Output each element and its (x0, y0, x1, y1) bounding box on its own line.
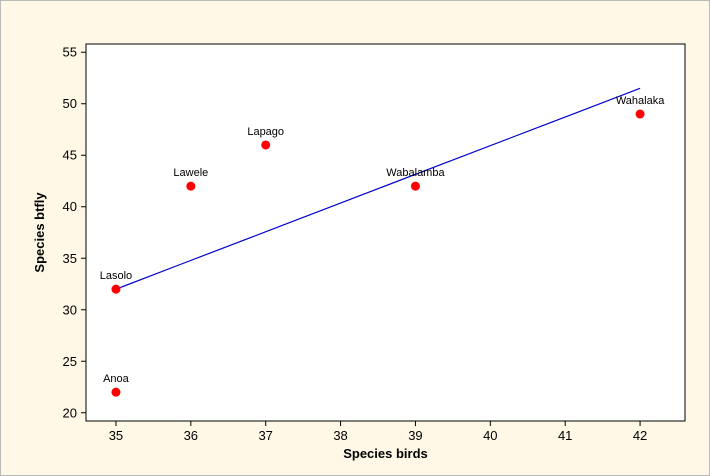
data-point (635, 109, 645, 119)
y-tick-label: 50 (63, 96, 77, 111)
x-tick-label: 37 (258, 428, 272, 443)
data-point-label: Lawele (173, 167, 208, 179)
data-point-label: Wahalaka (616, 95, 665, 107)
y-axis: 20 25 30 35 40 45 50 55 (63, 45, 86, 420)
data-point-label: Lapago (247, 126, 284, 138)
y-tick-label: 40 (63, 199, 77, 214)
data-point (261, 140, 271, 150)
x-axis: 35 36 37 38 39 40 41 42 (109, 421, 647, 443)
y-tick-label: 45 (63, 148, 77, 163)
data-point-label: Lasolo (100, 270, 132, 282)
fit-line (115, 87, 641, 290)
data-point (186, 181, 196, 191)
x-tick-label: 42 (633, 428, 647, 443)
y-tick-label: 30 (63, 302, 77, 317)
data-points: Anoa Lasolo Lawele Lapago Wabalamba Wahalaka (100, 95, 665, 397)
x-tick-label: 35 (109, 428, 123, 443)
y-tick-label: 55 (63, 45, 77, 60)
x-axis-title: Species birds (343, 446, 428, 461)
x-tick-label: 39 (408, 428, 422, 443)
y-tick-label: 35 (63, 251, 77, 266)
data-point (111, 284, 121, 294)
y-tick-label: 25 (63, 354, 77, 369)
y-axis-title: Species btfly (32, 192, 47, 273)
x-tick-label: 38 (333, 428, 347, 443)
data-point (111, 387, 121, 397)
x-tick-label: 40 (483, 428, 497, 443)
data-point-label: Wabalamba (386, 167, 445, 179)
data-point (410, 181, 420, 191)
x-tick-label: 36 (184, 428, 198, 443)
x-tick-label: 41 (558, 428, 572, 443)
data-point-label: Anoa (103, 373, 130, 385)
plot-area (85, 43, 686, 422)
y-tick-label: 20 (63, 405, 77, 420)
fit-line-group (115, 87, 641, 290)
